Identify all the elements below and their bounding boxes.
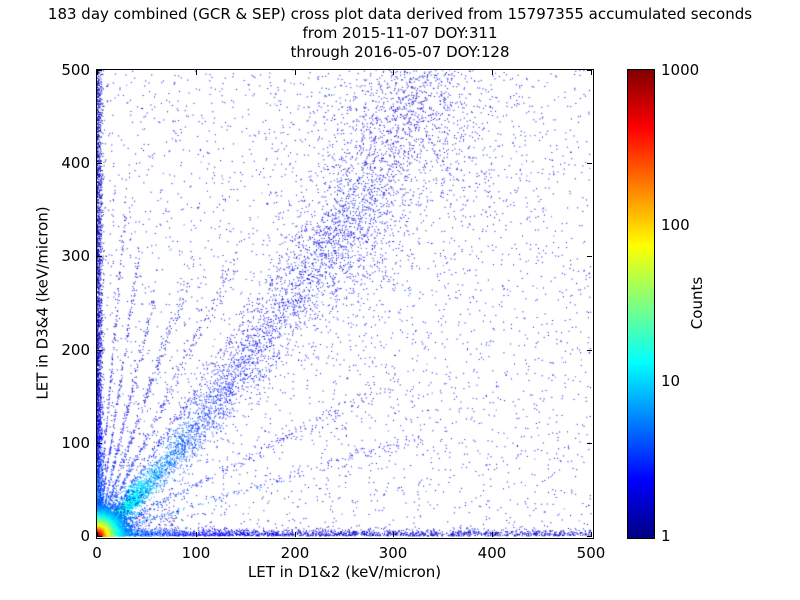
colorbar-tick-label: 1000: [661, 61, 700, 79]
x-tick-bottom: [97, 532, 98, 537]
colorbar-label-wrap: Counts: [682, 69, 712, 537]
colorbar: [627, 69, 655, 539]
x-tick-top: [492, 70, 493, 75]
colorbar-tick-label: 100: [661, 216, 690, 234]
y-tick-left: [97, 70, 102, 71]
colorbar-label: Counts: [688, 276, 706, 330]
chart-title-line3: through 2016-05-07 DOY:128: [290, 43, 510, 61]
chart-title-line2: from 2015-11-07 DOY:311: [302, 24, 498, 42]
y-tick-label: 500: [61, 61, 90, 79]
y-tick-right: [587, 256, 592, 257]
y-tick-right: [587, 536, 592, 537]
x-tick-top: [97, 70, 98, 75]
y-tick-label: 100: [61, 434, 90, 452]
y-tick-left: [97, 256, 102, 257]
x-tick-top: [393, 70, 394, 75]
y-axis-label: LET in D3&4 (keV/micron): [34, 206, 53, 400]
y-tick-label: 400: [61, 154, 90, 172]
y-tick-label: 200: [61, 341, 90, 359]
x-axis-label: LET in D1&2 (keV/micron): [247, 563, 442, 581]
y-tick-label: 300: [61, 247, 90, 265]
x-tick-top: [591, 70, 592, 75]
x-tick-top: [295, 70, 296, 75]
y-tick-right: [587, 443, 592, 444]
plot-frame: [96, 69, 594, 539]
x-tick-bottom: [295, 532, 296, 537]
y-tick-right: [587, 70, 592, 71]
x-tick-label: 200: [280, 544, 310, 562]
y-tick-left: [97, 163, 102, 164]
x-tick-bottom: [196, 532, 197, 537]
y-tick-right: [587, 163, 592, 164]
y-tick-left: [97, 350, 102, 351]
x-tick-bottom: [492, 532, 493, 537]
x-tick-label: 100: [181, 544, 211, 562]
x-tick-label: 400: [477, 544, 507, 562]
colorbar-tick-label: 1: [661, 527, 671, 545]
x-tick-label: 500: [576, 544, 606, 562]
y-tick-left: [97, 443, 102, 444]
x-tick-label: 300: [378, 544, 408, 562]
y-axis-label-wrap: LET in D3&4 (keV/micron): [28, 69, 58, 537]
scatter-plot-canvas: [97, 70, 592, 537]
x-tick-bottom: [393, 532, 394, 537]
y-tick-right: [587, 350, 592, 351]
x-tick-bottom: [591, 532, 592, 537]
chart-title-line1: 183 day combined (GCR & SEP) cross plot …: [47, 5, 753, 23]
x-tick-top: [196, 70, 197, 75]
y-tick-label: 0: [80, 527, 90, 545]
x-tick-label: 0: [92, 544, 102, 562]
chart-title: 183 day combined (GCR & SEP) cross plot …: [0, 5, 800, 62]
colorbar-tick-label: 10: [661, 372, 681, 390]
y-tick-left: [97, 536, 102, 537]
